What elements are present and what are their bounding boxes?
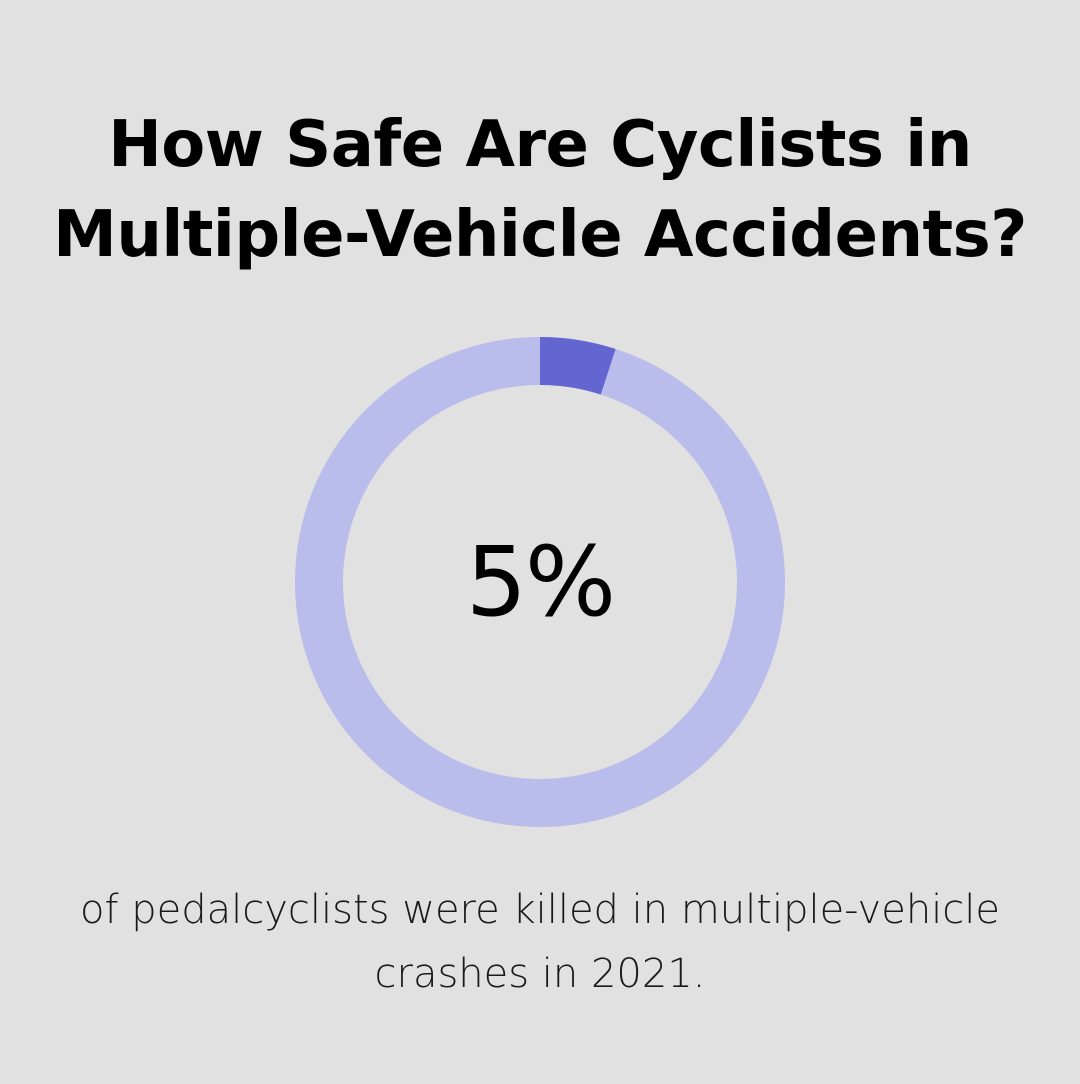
page-title: How Safe Are Cyclists in Multiple-Vehicl… — [0, 100, 1080, 280]
caption-line-1: of pedalcyclists were killed in multiple… — [79, 887, 1001, 933]
caption: of pedalcyclists were killed in multiple… — [40, 878, 1040, 1006]
donut-slice-highlight — [540, 337, 616, 395]
title-line-2: Multiple-Vehicle Accidents? — [53, 198, 1027, 272]
donut-chart: 5% — [290, 332, 790, 832]
caption-line-2: crashes in 2021. — [374, 951, 706, 997]
donut-svg — [295, 337, 785, 827]
center-value-label: 5% — [465, 526, 616, 638]
title-line-1: How Safe Are Cyclists in — [108, 108, 972, 182]
